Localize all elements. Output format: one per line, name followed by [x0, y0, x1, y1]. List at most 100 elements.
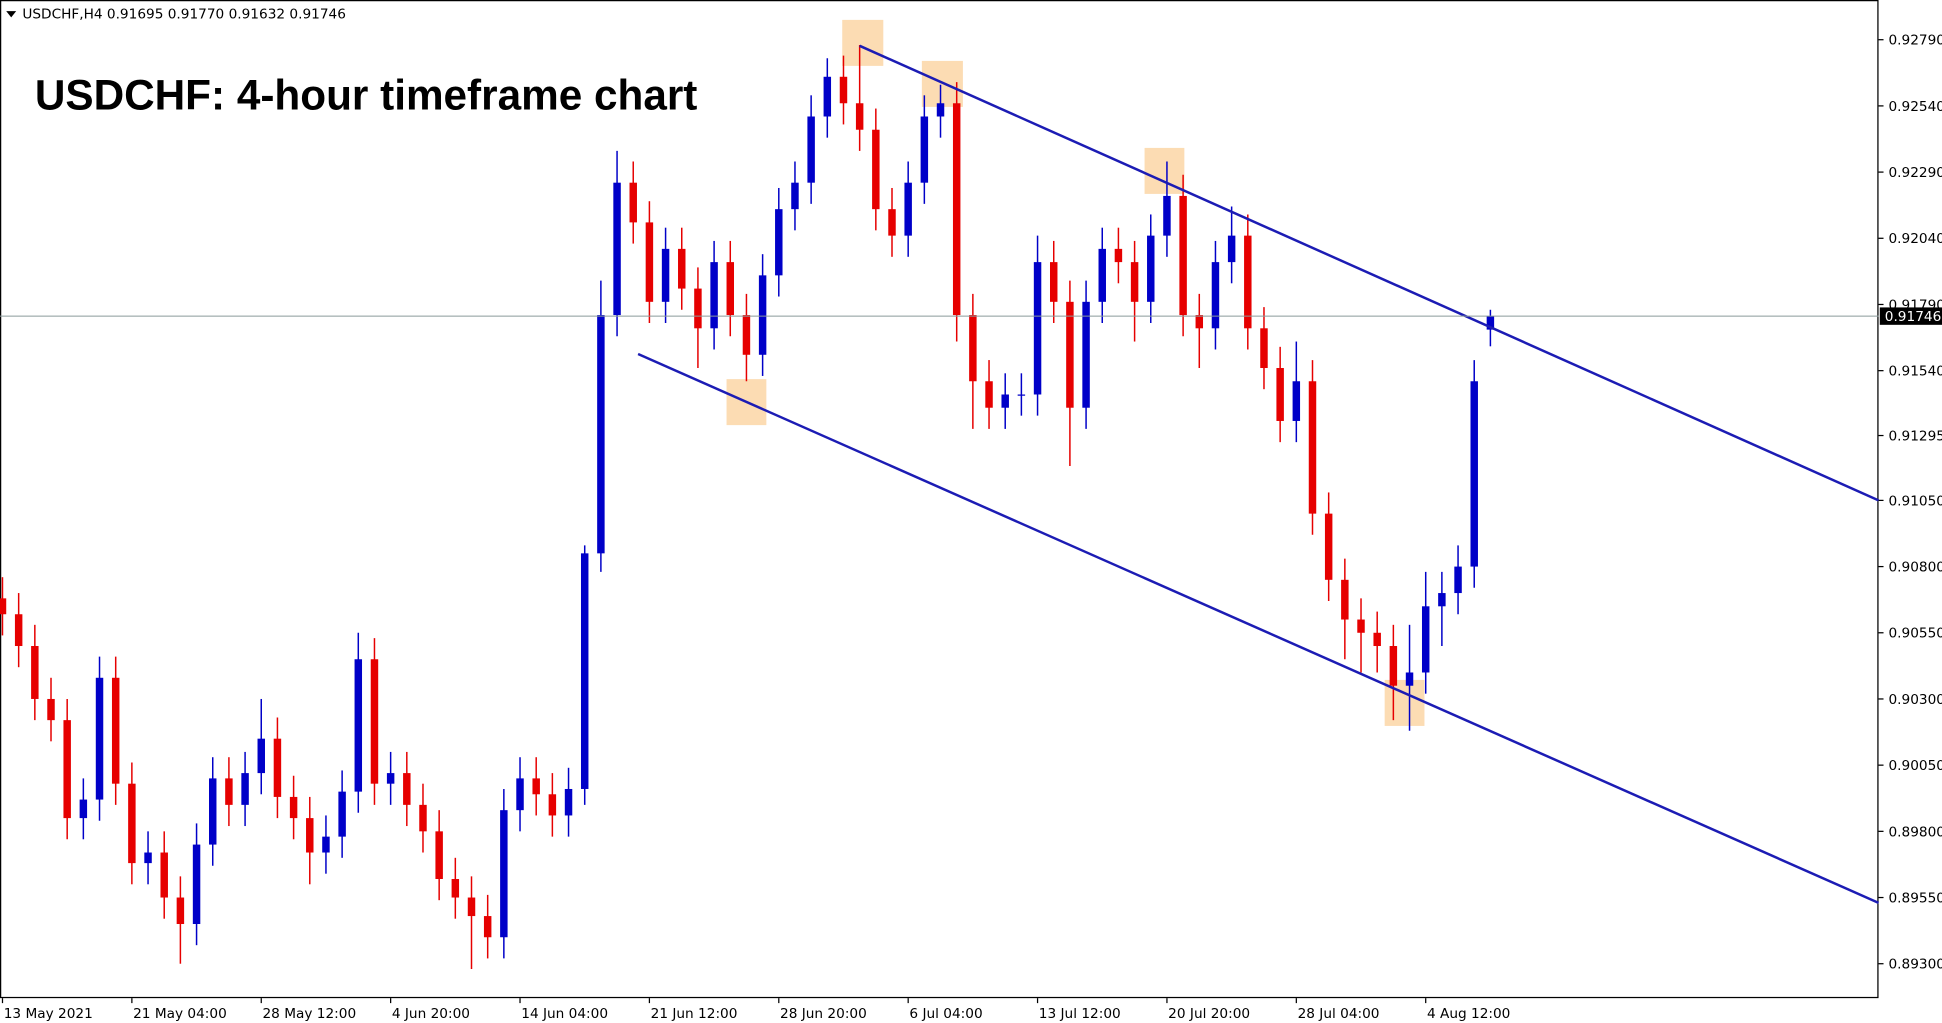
candle-body — [1082, 301, 1090, 408]
candle-body — [1049, 262, 1058, 302]
candle-body — [209, 778, 217, 845]
candle-body — [1114, 248, 1123, 263]
candle-body — [225, 778, 233, 805]
symbol-header: USDCHF,H4 0.91695 0.91770 0.91632 0.9174… — [22, 7, 346, 23]
x-tick-label: 28 Jul 04:00 — [1298, 1006, 1380, 1022]
candle-body — [1066, 301, 1074, 408]
candle-body — [791, 182, 799, 210]
candle-body — [629, 182, 637, 223]
y-tick-label: 0.91540 — [1889, 364, 1942, 380]
candle-body — [1438, 593, 1446, 607]
annotation: USDCHF: 4-hour timeframe chart — [35, 71, 698, 118]
candle-body — [564, 788, 573, 816]
candle-body — [1211, 262, 1220, 329]
y-tick-label: 0.92290 — [1889, 165, 1942, 181]
candle-body — [580, 553, 589, 789]
trendline — [859, 44, 1880, 502]
candle-body — [241, 773, 249, 805]
candle-body — [160, 852, 168, 898]
candle-body — [128, 783, 136, 864]
y-tick-label: 0.90050 — [1889, 758, 1942, 774]
candle-body — [597, 315, 605, 554]
candle-body — [1308, 381, 1317, 514]
price-label: 0.91746 — [1885, 309, 1942, 325]
candle-body — [1357, 619, 1365, 633]
candle-body — [1179, 195, 1187, 316]
candle-body — [1405, 672, 1414, 686]
candle-body — [985, 381, 993, 408]
candle-body — [14, 614, 23, 647]
candle-body — [1195, 315, 1204, 329]
candle-body — [775, 209, 783, 276]
y-tick-label: 0.92790 — [1889, 33, 1942, 49]
x-tick-label: 20 Jul 20:00 — [1168, 1006, 1250, 1022]
y-tick-label: 0.90300 — [1889, 692, 1942, 708]
x-tick-label: 21 Jun 12:00 — [651, 1006, 738, 1022]
candle-body — [1276, 368, 1284, 421]
candle-body — [354, 659, 363, 792]
candle-body — [726, 262, 735, 316]
candle-body — [386, 773, 395, 784]
candle-body — [1244, 235, 1252, 329]
candle-body — [516, 778, 524, 811]
candle-body — [1486, 316, 1495, 330]
candle-body — [403, 773, 411, 805]
candle-body — [807, 116, 815, 183]
y-tick-label: 0.89300 — [1889, 957, 1942, 973]
candle-body — [1373, 632, 1381, 647]
candle-body — [47, 698, 55, 721]
candle-body — [936, 103, 945, 117]
candle-body — [1163, 195, 1171, 236]
candle-body — [483, 916, 492, 938]
candle-body — [1147, 235, 1155, 302]
candle-body — [1454, 566, 1462, 594]
candle-body — [451, 878, 460, 898]
x-tick-label: 21 May 04:00 — [133, 1006, 227, 1022]
candle-body — [322, 836, 330, 853]
candle-body — [904, 182, 912, 236]
candle-body — [1017, 394, 1026, 396]
x-tick-label: 28 May 12:00 — [262, 1006, 356, 1022]
candle-body — [95, 677, 104, 800]
x-tick-label: 4 Aug 12:00 — [1427, 1006, 1510, 1022]
candle-body — [1292, 381, 1301, 421]
candle-body — [872, 129, 880, 210]
candle-body — [176, 897, 185, 925]
x-tick-label: 14 Jun 04:00 — [521, 1006, 608, 1022]
candle-body — [338, 791, 346, 837]
candle-body — [1341, 579, 1349, 620]
candle-body — [306, 818, 314, 853]
candle-body — [645, 222, 654, 302]
candle-body — [1227, 235, 1236, 263]
candle-body — [257, 738, 265, 774]
y-tick-label: 0.89550 — [1889, 891, 1942, 907]
candle-body — [0, 598, 7, 615]
trendline — [637, 352, 1880, 904]
x-tick-label: 13 Jul 12:00 — [1039, 1006, 1121, 1022]
candle-body — [1130, 262, 1139, 302]
y-tick-label: 0.92540 — [1889, 99, 1942, 115]
candle-body — [742, 315, 751, 355]
candle-body — [758, 275, 767, 355]
y-tick-label: 0.91295 — [1889, 429, 1942, 445]
candle-body — [1001, 394, 1009, 408]
candle-body — [370, 659, 379, 784]
candle-body — [661, 248, 670, 302]
candle-body — [31, 646, 39, 699]
candle-body — [1389, 646, 1398, 686]
candle-body — [419, 804, 427, 832]
candle-body — [111, 677, 120, 784]
price-label-box — [1879, 307, 1942, 325]
y-tick-label: 0.90800 — [1889, 560, 1942, 576]
candle-body — [500, 810, 508, 938]
y-tick-label: 0.89800 — [1889, 824, 1942, 840]
y-tick-label: 0.91050 — [1889, 493, 1942, 509]
highlight-box — [1144, 147, 1185, 194]
y-tick-label: 0.92040 — [1889, 231, 1942, 247]
candle-body — [1421, 606, 1430, 673]
x-tick-label: 13 May 2021 — [4, 1006, 93, 1022]
candle-body — [1098, 248, 1106, 302]
candle-body — [920, 116, 929, 183]
